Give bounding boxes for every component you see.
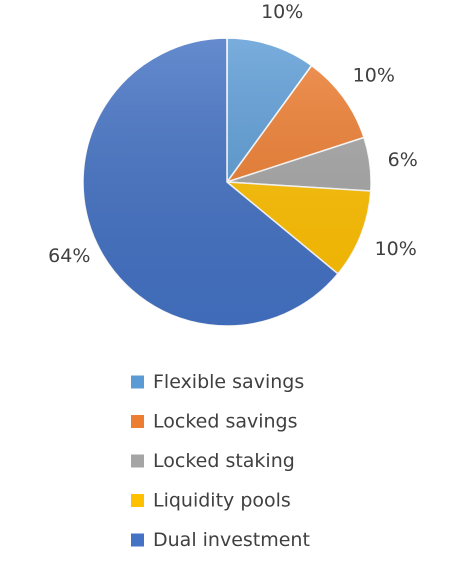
slice-label-locked-savings: 10% [353,64,395,86]
legend-item-dual-investment: Dual investment [131,529,310,551]
slice-labels: 10% 10% 6% 10% 64% [48,1,418,267]
legend-item-liquidity-pools: Liquidity pools [131,490,291,512]
legend-label-locked-savings: Locked savings [153,411,298,433]
slice-label-dual-investment: 64% [48,245,90,267]
slice-label-liquidity-pools: 10% [375,238,417,260]
legend-swatch-locked-staking [131,454,144,468]
legend-item-flexible-savings: Flexible savings [131,371,304,393]
slice-label-locked-staking: 6% [388,149,418,171]
legend-swatch-liquidity-pools [131,494,144,507]
legend: Flexible savings Locked savings Locked sta… [131,371,310,551]
slice-label-flexible-savings: 10% [261,1,303,23]
legend-item-locked-staking: Locked staking [131,450,295,472]
legend-label-dual-investment: Dual investment [153,529,310,551]
pie-slices [82,37,372,327]
legend-label-liquidity-pools: Liquidity pools [153,490,291,512]
legend-swatch-dual-investment [131,533,144,547]
legend-swatch-flexible-savings [131,375,144,389]
legend-item-locked-savings: Locked savings [131,411,298,433]
legend-label-locked-staking: Locked staking [153,450,295,472]
legend-swatch-locked-savings [131,415,144,428]
legend-label-flexible-savings: Flexible savings [153,371,304,393]
